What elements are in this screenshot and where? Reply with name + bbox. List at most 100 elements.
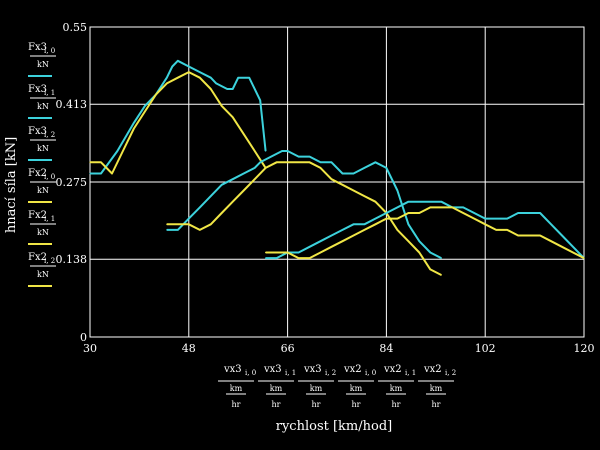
data-point xyxy=(259,99,261,101)
data-point xyxy=(363,223,366,225)
data-point xyxy=(276,251,278,254)
x-tick-label: 84 xyxy=(379,342,393,355)
series-line xyxy=(166,161,442,276)
x-legend-unit-den: hr xyxy=(272,400,281,409)
y-legend-unit: kN xyxy=(37,270,49,279)
data-point xyxy=(319,167,322,169)
data-point xyxy=(297,161,300,163)
data-point xyxy=(374,201,377,203)
data-point xyxy=(259,161,261,163)
data-point xyxy=(374,161,377,163)
y-legend-index: i, 1 xyxy=(44,215,55,223)
x-legend-var: vx3 xyxy=(223,364,242,375)
data-point xyxy=(276,257,278,259)
data-point xyxy=(484,223,486,225)
data-point xyxy=(210,77,212,79)
data-point xyxy=(177,229,179,231)
data-point xyxy=(385,167,387,169)
data-point xyxy=(363,167,366,169)
series-cyan xyxy=(166,150,442,259)
data-point xyxy=(429,206,431,208)
y-legend-var: Fx2 xyxy=(28,168,47,179)
x-legend-index: i, 2 xyxy=(445,369,456,377)
data-point xyxy=(133,127,135,130)
data-point xyxy=(166,223,168,225)
data-point xyxy=(254,178,256,180)
data-point xyxy=(528,212,530,214)
data-point xyxy=(374,218,377,220)
data-point xyxy=(341,229,344,231)
data-point xyxy=(100,161,102,163)
data-point xyxy=(287,150,289,152)
data-point xyxy=(561,246,563,248)
data-point xyxy=(550,240,552,242)
data-point xyxy=(221,105,223,107)
data-point xyxy=(221,212,223,214)
data-point xyxy=(243,172,245,175)
data-point xyxy=(232,88,234,90)
data-point xyxy=(308,156,311,158)
series-yellow xyxy=(265,206,585,260)
x-legend-index: i, 1 xyxy=(285,369,296,377)
data-point xyxy=(517,234,519,237)
data-point xyxy=(254,150,256,152)
data-point xyxy=(166,82,168,84)
y-tick-label: 0.275 xyxy=(56,176,88,189)
x-tick-label: 102 xyxy=(475,342,496,355)
data-point xyxy=(396,206,398,208)
data-point xyxy=(429,268,431,270)
y-legend-var: Fx2 xyxy=(28,210,47,221)
y-tick-label: 0.55 xyxy=(63,21,88,34)
data-point xyxy=(550,223,552,225)
y-legend-unit: kN xyxy=(37,186,49,195)
data-point xyxy=(265,251,267,254)
x-legend-index: i, 2 xyxy=(325,369,336,377)
series-line xyxy=(265,206,585,260)
x-legend-var: vx2 xyxy=(383,364,402,375)
data-point xyxy=(243,189,245,192)
data-point xyxy=(270,156,272,158)
data-point xyxy=(341,184,344,186)
x-legend-entry: vx3 i, 2km hr xyxy=(298,364,336,409)
data-point xyxy=(319,240,322,242)
data-point xyxy=(517,212,519,214)
data-point xyxy=(188,71,190,73)
series-yellow xyxy=(166,161,442,276)
x-tick-label: 48 xyxy=(182,342,196,355)
y-tick-label: 0 xyxy=(80,331,87,344)
y-legend-index: i, 0 xyxy=(44,173,55,181)
data-point xyxy=(122,150,124,152)
y-axis-label: hnací síla [kN] xyxy=(4,137,19,233)
data-point xyxy=(210,88,212,90)
data-point xyxy=(319,251,322,254)
data-point xyxy=(116,150,119,152)
data-point xyxy=(188,223,190,225)
x-legend-unit-num: km xyxy=(310,384,323,393)
y-legend-index: i, 2 xyxy=(44,257,55,265)
y-legend-index: i, 1 xyxy=(44,89,55,97)
data-point xyxy=(199,206,201,208)
x-tick-label: 120 xyxy=(574,342,595,355)
data-point xyxy=(440,274,442,276)
data-point xyxy=(144,110,146,113)
data-point xyxy=(281,150,283,152)
x-legend-unit-num: km xyxy=(430,384,443,393)
x-legend-entry: vx2 i, 2km hr xyxy=(418,364,456,409)
data-point xyxy=(330,161,333,163)
data-point xyxy=(407,223,409,225)
data-point xyxy=(352,234,355,237)
data-point xyxy=(210,195,212,197)
data-point xyxy=(539,234,541,237)
x-legend-var: vx2 xyxy=(343,364,362,375)
tick-labels: 30 48 66 84 102 120 0 0.138 0.275 0.413 0.55 xyxy=(56,21,595,355)
x-legend-unit-num: km xyxy=(390,384,403,393)
y-legend-unit: kN xyxy=(37,60,49,69)
data-point xyxy=(363,195,366,197)
x-legend-entry: vx2 i, 1km hr xyxy=(378,364,416,409)
x-legend-unit-den: hr xyxy=(232,400,241,409)
y-legend-unit: kN xyxy=(37,144,49,153)
